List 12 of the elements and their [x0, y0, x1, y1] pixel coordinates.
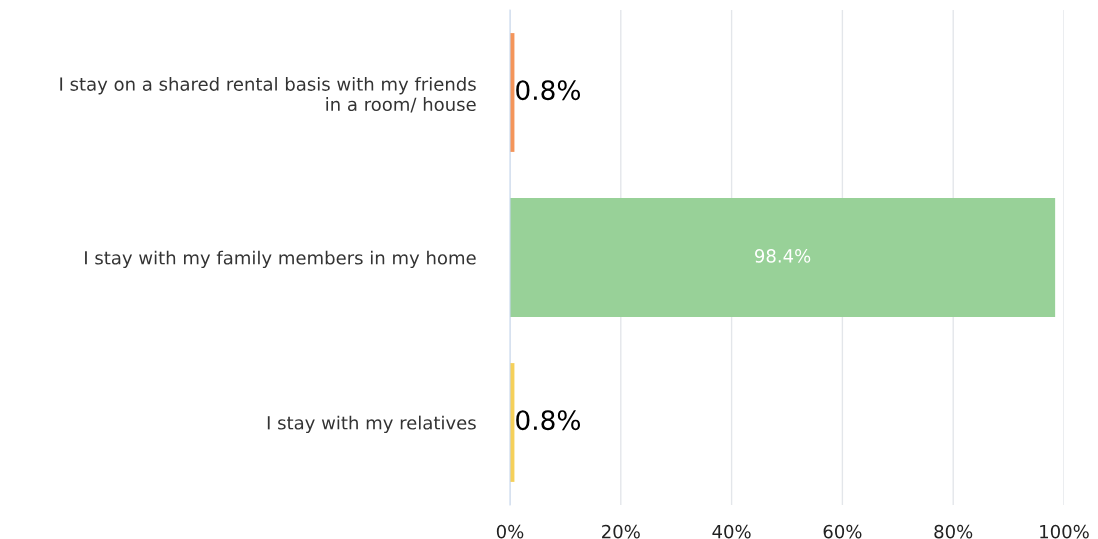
x-tick-label: 40% — [712, 524, 751, 539]
x-tick-label: 60% — [823, 524, 862, 539]
data-label: 98.4% — [755, 249, 811, 263]
y-tick-label: I stay with my relatives — [267, 415, 476, 434]
y-tick-label: I stay with my family members in my home — [85, 250, 476, 269]
data-label: 0.8% — [516, 80, 581, 101]
x-tick-label: 100% — [1040, 524, 1089, 539]
x-tick-label: 20% — [602, 524, 640, 539]
data-label: 0.8% — [516, 410, 581, 431]
x-tick-label: 0% — [496, 524, 524, 539]
y-tick-label: I stay on a shared rental basis with my friends in a room/ house — [60, 76, 476, 113]
x-tick-label: 80% — [934, 524, 973, 539]
